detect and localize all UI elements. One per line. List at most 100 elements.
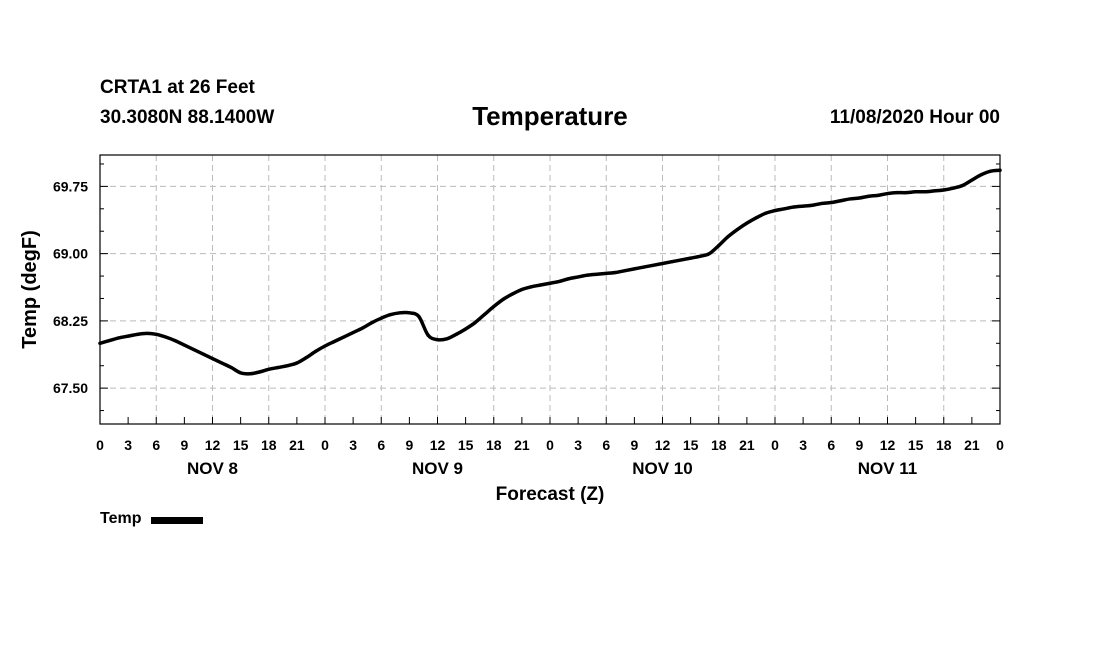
data-point xyxy=(182,343,186,347)
data-point xyxy=(904,191,908,195)
x-tick-label: 9 xyxy=(630,437,638,453)
data-point xyxy=(614,270,618,275)
x-tick-label: 12 xyxy=(205,437,221,453)
data-point xyxy=(623,269,627,273)
data-point xyxy=(464,327,468,331)
x-tick-label: 21 xyxy=(739,437,755,453)
data-point xyxy=(501,297,505,301)
data-point xyxy=(679,258,683,262)
data-point xyxy=(829,200,833,205)
data-point xyxy=(960,183,965,188)
y-tick-label: 67.50 xyxy=(53,380,88,396)
data-point xyxy=(895,191,899,195)
x-tick-label: 0 xyxy=(96,437,104,453)
data-point xyxy=(951,186,955,190)
data-point xyxy=(717,243,721,248)
data-point xyxy=(848,197,852,201)
data-point xyxy=(810,203,815,207)
x-tick-label: 21 xyxy=(514,437,530,453)
data-point xyxy=(323,344,327,348)
data-point xyxy=(942,188,946,192)
data-point xyxy=(801,204,805,208)
data-point xyxy=(764,211,768,215)
data-point xyxy=(979,173,983,177)
data-point xyxy=(239,371,243,375)
station-label: CRTA1 at 26 Feet xyxy=(100,77,255,98)
data-point xyxy=(707,252,711,256)
data-point xyxy=(398,311,402,315)
x-tick-label: 18 xyxy=(486,437,502,453)
x-tick-label: 6 xyxy=(152,437,160,453)
x-tick-label: 6 xyxy=(602,437,610,453)
data-point xyxy=(820,201,824,206)
x-tick-label: 18 xyxy=(711,437,727,453)
day-label: NOV 10 xyxy=(632,459,692,478)
data-point xyxy=(557,279,561,284)
x-tick-label: 0 xyxy=(321,437,329,453)
x-tick-label: 0 xyxy=(771,437,779,453)
data-point xyxy=(510,292,515,296)
data-point xyxy=(314,349,318,353)
data-point xyxy=(192,347,196,352)
data-point xyxy=(782,207,786,211)
data-point xyxy=(773,208,777,213)
data-point xyxy=(923,190,927,194)
data-point xyxy=(539,283,543,287)
data-point xyxy=(839,199,843,203)
data-point xyxy=(117,336,121,340)
data-point xyxy=(426,333,430,337)
location-coordinates: 30.3080N 88.1400W xyxy=(100,107,275,128)
data-point xyxy=(529,285,533,289)
data-point xyxy=(417,314,421,318)
data-point xyxy=(885,191,890,196)
x-tick-label: 18 xyxy=(936,437,952,453)
x-tick-label: 9 xyxy=(855,437,863,453)
data-point xyxy=(792,205,796,209)
data-point xyxy=(857,196,861,200)
data-point xyxy=(135,332,140,336)
data-point xyxy=(698,254,702,258)
data-point xyxy=(754,216,758,220)
data-point xyxy=(257,370,261,374)
data-point xyxy=(445,337,449,341)
x-tick-label: 0 xyxy=(546,437,554,453)
data-point xyxy=(360,326,365,330)
data-point xyxy=(276,365,280,370)
data-point xyxy=(867,194,871,198)
data-point xyxy=(342,335,346,339)
data-point xyxy=(304,356,308,360)
x-tick-label: 3 xyxy=(574,437,582,453)
x-tick-label: 3 xyxy=(799,437,807,453)
data-point xyxy=(145,331,149,336)
x-tick-label: 12 xyxy=(880,437,896,453)
data-point xyxy=(482,313,486,317)
data-point xyxy=(876,193,880,197)
x-tick-label: 15 xyxy=(233,437,249,453)
data-point xyxy=(473,321,477,325)
data-point xyxy=(435,338,440,342)
x-tick-label: 12 xyxy=(655,437,671,453)
day-label: NOV 8 xyxy=(187,459,238,478)
data-point xyxy=(210,356,215,361)
x-tick-label: 6 xyxy=(827,437,835,453)
x-tick-label: 15 xyxy=(683,437,699,453)
data-point xyxy=(332,339,336,344)
legend-line-swatch xyxy=(151,517,204,524)
data-point xyxy=(567,277,571,281)
data-point xyxy=(642,265,646,269)
x-tick-label: 21 xyxy=(289,437,305,453)
data-point xyxy=(173,339,177,343)
data-point xyxy=(107,339,111,343)
x-tick-label: 3 xyxy=(124,437,132,453)
data-point xyxy=(726,234,730,239)
data-point xyxy=(351,330,355,335)
data-point xyxy=(651,263,655,267)
data-point xyxy=(989,169,993,173)
data-point xyxy=(595,272,599,276)
data-point xyxy=(389,313,393,317)
data-point xyxy=(295,361,299,365)
data-point xyxy=(689,256,693,260)
data-point xyxy=(370,321,374,325)
data-point xyxy=(379,316,383,320)
y-axis-title: Temp (degF) xyxy=(19,230,41,349)
